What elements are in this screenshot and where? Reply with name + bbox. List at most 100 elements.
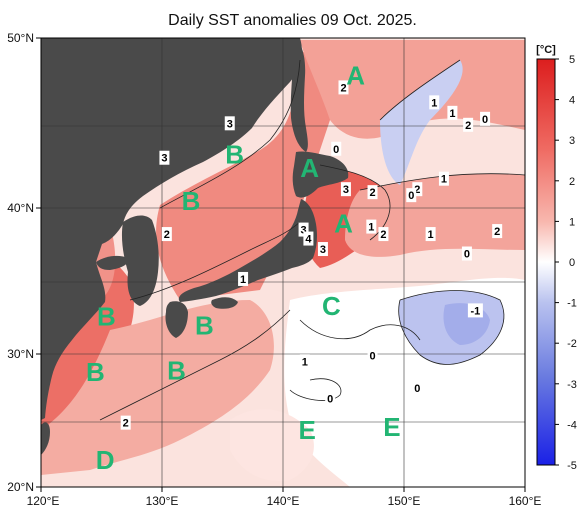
contour-label-text: 3 <box>301 225 307 237</box>
contour-label-text: 2 <box>164 229 170 241</box>
contour-label-bg <box>412 182 423 197</box>
contour-label-text: 1 <box>368 222 374 234</box>
asian-continent <box>41 38 302 420</box>
region-label-b6: B <box>167 355 186 385</box>
contour-label: 0 <box>325 391 336 406</box>
colorbar-tick-label: -3 <box>567 379 577 391</box>
kyushu <box>165 301 188 338</box>
contour-label-text: 2 <box>369 187 375 199</box>
contour-label-bg <box>463 117 474 132</box>
contour-label-text: 1 <box>302 356 308 368</box>
contour-label: 1 <box>299 354 310 369</box>
region-label-b5: B <box>86 357 105 387</box>
contour-label-text: 0 <box>414 383 420 395</box>
region-label-b1: B <box>225 140 244 170</box>
contour-label-bg <box>159 150 170 165</box>
contour-label-text: 3 <box>320 244 326 256</box>
shikoku <box>211 297 238 309</box>
contour-label: 2 <box>367 185 378 200</box>
contour-label-text: 1 <box>431 97 437 109</box>
shandong-peninsula <box>96 255 129 270</box>
lat-label-40n: 40°N <box>7 201 34 215</box>
region-label-b2: B <box>182 186 201 216</box>
axis-ticks <box>36 37 526 492</box>
contour-label: 3 <box>298 222 309 237</box>
contour-label-text: 1 <box>441 174 447 186</box>
colorbar: [°C] 5 4 3 2 1 0 -1 -2 -3 -4 -5 <box>536 44 577 472</box>
contour-label-bg <box>406 188 417 203</box>
lon-label-130e: 130°E <box>146 494 179 508</box>
region-label-a3: A <box>334 209 353 239</box>
contour-label: 3 <box>224 116 235 131</box>
contour-label-text: 0 <box>333 144 339 156</box>
region-label-c: C <box>322 291 341 321</box>
contour-label-bg <box>480 111 491 126</box>
contour-label-bg <box>161 227 172 242</box>
contour-label: -1 <box>467 303 483 318</box>
contour-label-bg <box>331 141 342 156</box>
region-label-e2: E <box>383 412 400 442</box>
contour-label-text: 0 <box>464 249 470 261</box>
lon-label-140e: 140°E <box>267 494 300 508</box>
contour-label: 1 <box>238 271 249 286</box>
contour-label-bg <box>120 415 131 430</box>
contour-label-bg <box>338 80 349 95</box>
contour-label-text: 2 <box>340 82 346 94</box>
region-label-a2: A <box>300 153 319 183</box>
lat-lon-grid <box>41 38 525 487</box>
contour-label: 0 <box>461 246 472 261</box>
contour-label-text: 3 <box>343 184 349 196</box>
contour-label-bg <box>317 242 328 257</box>
contour-label: 2 <box>161 227 172 242</box>
contour-label-text: 2 <box>414 184 420 196</box>
map-title: Daily SST anomalies 09 Oct. 2025. <box>168 12 417 29</box>
contour-label-bg <box>325 391 336 406</box>
contour-label-text: 2 <box>380 229 386 241</box>
colorbar-tick-group: 5 4 3 2 1 0 -1 -2 -3 -4 -5 <box>555 54 577 472</box>
contour-label: 2 <box>120 415 131 430</box>
latitude-labels: 50°N 40°N 30°N 20°N <box>7 31 34 494</box>
contour-label: 1 <box>366 219 377 234</box>
anomaly-warm-okhotsk <box>300 40 525 139</box>
contour-label-text: 4 <box>305 234 312 246</box>
contour-label-text: 1 <box>449 108 455 120</box>
anomaly-neutral-south-central <box>230 409 314 481</box>
contour-label-bg <box>299 354 310 369</box>
contour-label: 0 <box>480 111 491 126</box>
region-label-e1: E <box>299 415 316 445</box>
contour-label: 0 <box>367 348 378 363</box>
contour-label-bg <box>238 271 249 286</box>
contour-label-text: 3 <box>161 153 167 165</box>
contour-label-bg <box>447 105 458 120</box>
contour-label-bg <box>367 348 378 363</box>
lon-label-160e: 160°E <box>509 494 542 508</box>
colorbar-scale <box>536 58 556 466</box>
contour-label-bg <box>438 171 449 186</box>
colorbar-tick-label: 2 <box>569 176 575 188</box>
contour-label: 2 <box>338 80 349 95</box>
colorbar-tick-label: 4 <box>569 95 575 107</box>
contour-label: 3 <box>159 150 170 165</box>
contour-label: 4 <box>303 231 314 246</box>
colorbar-unit: [°C] <box>536 44 556 56</box>
contour-label-text: 1 <box>240 274 246 286</box>
hokkaido <box>292 151 349 198</box>
colorbar-tick-label: -4 <box>567 419 577 431</box>
region-label-d: D <box>96 445 115 475</box>
contour-label: 0 <box>331 141 342 156</box>
contour-label-text: 2 <box>494 226 500 238</box>
lon-label-120e: 120°E <box>27 494 60 508</box>
contour-label: 2 <box>492 224 503 239</box>
contour-label: 2 <box>463 117 474 132</box>
region-label-b3: B <box>97 301 116 331</box>
taiwan <box>41 422 50 455</box>
contour-label-bg <box>378 227 389 242</box>
contour-label-bg <box>461 246 472 261</box>
contour-label-bg <box>298 222 309 237</box>
korean-peninsula <box>121 215 159 306</box>
lat-label-20n: 20°N <box>7 480 34 494</box>
anomaly-warm-south-of-japan <box>41 300 274 475</box>
